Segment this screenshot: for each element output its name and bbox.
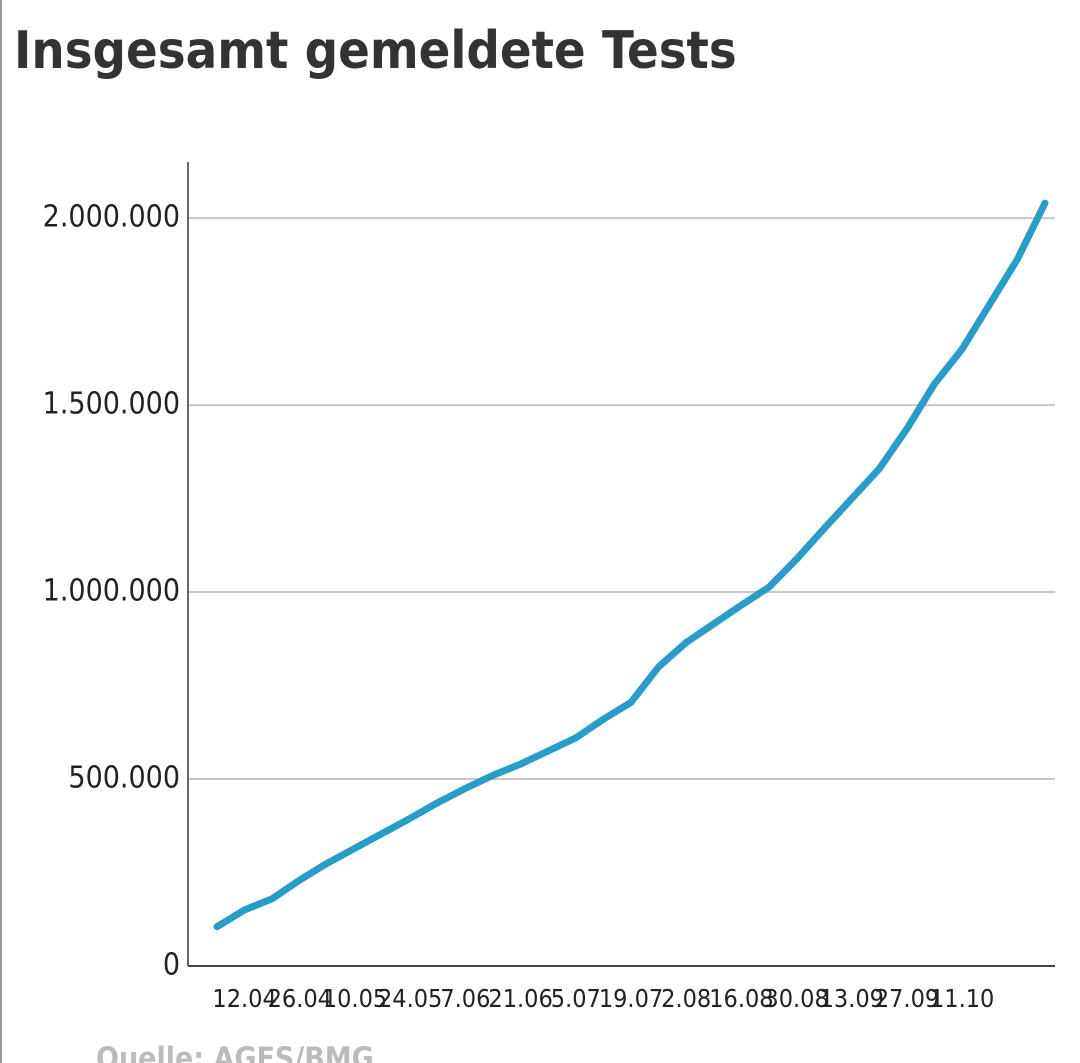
y-tick-label: 2.000.000 [43,200,180,235]
y-tick-label: 0 [163,948,180,983]
x-tick-label: 16.08 [709,984,773,1013]
chart-title: Insgesamt gemeldete Tests [14,21,737,81]
x-tick-label: 24.05 [378,984,442,1013]
x-tick-label: 5.07 [551,984,601,1013]
y-tick-label: 1.000.000 [43,574,180,609]
y-tick-label: 500.000 [68,761,180,796]
x-tick-label: 10.05 [323,984,387,1013]
x-tick-label: 30.08 [764,984,828,1013]
x-tick-label: 19.07 [599,984,663,1013]
line [213,199,1049,931]
x-tick-label: 21.06 [488,984,552,1013]
x-tick-label: 12.04 [212,984,276,1013]
source: Quelle: AGES/BMG [96,1042,374,1063]
y-tick-label: 1.500.000 [43,387,180,422]
x-tick-label: 26.04 [268,984,332,1013]
x-tick-label: 11.10 [930,984,994,1013]
x-tick-label: 2.08 [661,984,711,1013]
x-tick-label: 13.09 [820,984,884,1013]
x-tick-label: 27.09 [875,984,939,1013]
x-tick-label: 7.06 [440,984,490,1013]
